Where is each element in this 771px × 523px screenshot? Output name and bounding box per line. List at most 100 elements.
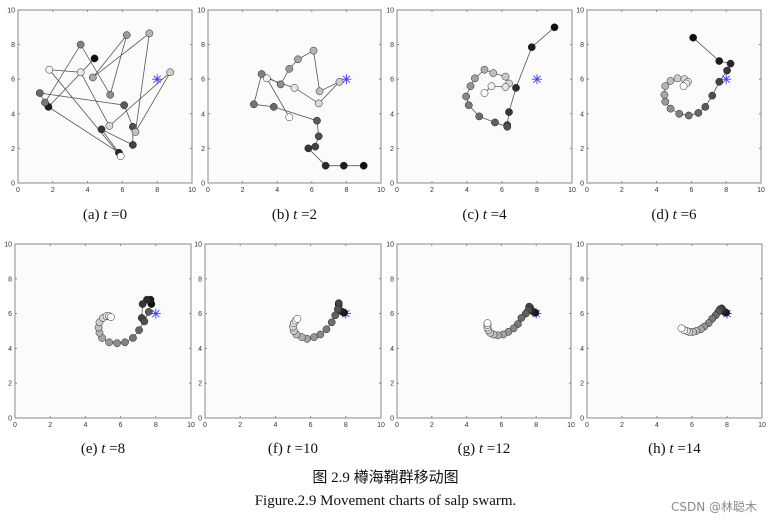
salp-point: [45, 65, 54, 74]
x-tick-label: 10: [757, 187, 765, 194]
salp-point: [359, 161, 368, 170]
food-source-asterisk-marker: [150, 308, 161, 319]
salp-point: [121, 338, 129, 347]
y-tick-label: 8: [198, 276, 202, 283]
caption-chinese: 图 2.9 樽海鞘群移动图: [312, 470, 459, 486]
salp-point: [480, 89, 489, 97]
salp-point: [249, 100, 258, 109]
x-tick-label: 6: [119, 422, 123, 429]
salp-point: [314, 99, 323, 108]
x-tick-label: 6: [690, 422, 694, 429]
y-tick-label: 10: [197, 8, 205, 15]
salp-point: [673, 74, 682, 83]
salp-point: [90, 54, 99, 63]
x-tick-label: 8: [155, 187, 159, 194]
subplot-label: (d) t =6: [651, 207, 696, 224]
y-tick-label: 0: [390, 416, 394, 423]
y-tick-label: 6: [390, 311, 394, 318]
salp-point: [487, 82, 496, 90]
subplot-time-value: =6: [680, 207, 697, 223]
subplot-c: 0 2 4 6 8 10 0 2 4 6 8 10: [386, 8, 576, 195]
salp-point: [122, 31, 131, 39]
y-tick-label: 8: [580, 42, 584, 49]
y-tick-label: 2: [390, 146, 394, 153]
x-tick-label: 10: [188, 187, 196, 194]
watermark: CSDN @林聪木: [670, 500, 757, 514]
x-tick-label: 4: [86, 187, 90, 194]
x-tick-label: 4: [655, 422, 659, 429]
y-tick-label: 10: [386, 8, 394, 15]
y-tick-label: 0: [201, 181, 205, 188]
salp-point: [276, 80, 285, 89]
x-tick-label: 0: [585, 422, 589, 429]
salp-point: [694, 109, 703, 117]
x-tick-label: 2: [620, 187, 624, 194]
x-tick-label: 4: [273, 422, 277, 429]
subplot-time-value: =2: [301, 207, 318, 223]
salp-chain-line: [39, 32, 171, 157]
subplot-time-value: =8: [109, 441, 126, 457]
x-tick-label: 4: [465, 187, 469, 194]
salp-point: [290, 84, 299, 92]
y-tick-label: 10: [4, 242, 12, 249]
y-tick-label: 2: [198, 381, 202, 388]
y-tick-label: 4: [11, 111, 15, 118]
subplot-letter: (a): [82, 207, 104, 223]
salp-point: [116, 152, 125, 161]
salp-point: [76, 40, 85, 49]
x-tick-label: 8: [154, 422, 158, 429]
y-tick-label: 0: [11, 181, 15, 188]
y-tick-label: 6: [580, 77, 584, 84]
salp-point: [145, 29, 154, 38]
salp-point: [88, 73, 97, 82]
y-tick-label: 2: [201, 146, 205, 153]
x-tick-label: 6: [500, 187, 504, 194]
subplot-time-value: =10: [294, 441, 319, 457]
subplot-b: 0 2 4 6 8 10 0 2 4 6 8 10: [197, 8, 385, 195]
salp-point: [140, 317, 149, 326]
y-tick-label: 2: [390, 381, 394, 388]
salp-point: [131, 128, 140, 136]
x-tick-label: 0: [203, 422, 207, 429]
caption-english: Figure.2.9 Movement charts of salp swarm…: [254, 493, 517, 509]
x-tick-label: 0: [13, 422, 17, 429]
y-tick-label: 0: [580, 181, 584, 188]
salp-point: [550, 23, 559, 32]
y-tick-label: 4: [580, 346, 584, 353]
x-tick-label: 2: [51, 187, 55, 194]
salp-point: [105, 338, 114, 347]
salp-point: [527, 43, 536, 52]
salp-point: [107, 313, 115, 321]
salp-point: [257, 70, 266, 78]
subplot-time-var: t: [293, 207, 302, 223]
plot-area: [17, 9, 193, 184]
y-tick-label: 6: [198, 311, 202, 318]
x-tick-label: 2: [238, 422, 242, 429]
salp-point: [661, 97, 670, 106]
y-tick-label: 8: [390, 42, 394, 49]
salp-point: [105, 122, 114, 130]
x-tick-label: 4: [655, 187, 659, 194]
subplot-g: 0 2 4 6 8 10 0 2 4 6 8 10: [386, 242, 575, 430]
salp-point: [715, 77, 724, 86]
plot-area: [586, 9, 762, 184]
salp-point: [666, 104, 675, 113]
y-tick-label: 0: [198, 416, 202, 423]
salp-point: [304, 144, 313, 153]
salp-point: [106, 90, 115, 99]
x-tick-label: 4: [465, 422, 469, 429]
plot-area: [586, 243, 763, 419]
subplot-letter: (c): [462, 207, 483, 223]
plot-area: [207, 9, 382, 184]
salp-point: [715, 57, 724, 65]
salp-point: [313, 116, 321, 125]
salp-point: [166, 68, 175, 77]
salp-point: [262, 74, 271, 83]
salp-point: [41, 98, 49, 107]
x-tick-label: 8: [535, 187, 539, 194]
y-tick-label: 2: [11, 146, 15, 153]
salp-point: [726, 59, 735, 68]
y-tick-label: 0: [580, 416, 584, 423]
salp-point: [322, 325, 331, 334]
plot-area: [396, 243, 572, 419]
